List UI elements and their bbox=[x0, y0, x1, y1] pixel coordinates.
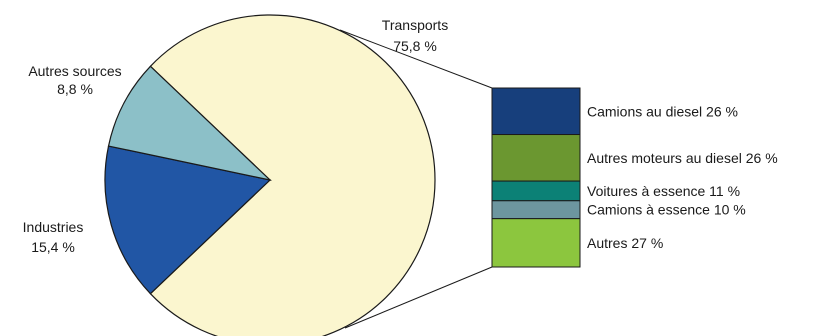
bar-segment-camions-au-diesel bbox=[491, 87, 581, 136]
bar-segment-autres-moteurs-au-diesel bbox=[491, 134, 581, 182]
bar-segment-label-autres: Autres 27 % bbox=[587, 235, 663, 251]
bar-segment-autres bbox=[491, 218, 581, 268]
pie-slice-transports bbox=[149, 14, 436, 336]
slice-label-autres-sources: Autres sources bbox=[28, 63, 121, 79]
slice-value-transports: 75,8 % bbox=[393, 38, 437, 54]
bar-segment-voitures-a-essence bbox=[491, 180, 581, 202]
pie-slice-autres-sources bbox=[107, 65, 272, 182]
bar-segment-label-camions-au-diesel: Camions au diesel 26 % bbox=[587, 103, 738, 119]
slice-value-autres-sources: 8,8 % bbox=[57, 81, 93, 97]
pie-slice-industries bbox=[104, 145, 272, 295]
slice-value-industries: 15,4 % bbox=[31, 239, 75, 255]
bar-segment-camions-a-essence bbox=[491, 200, 581, 220]
bar-segment-label-voitures-a-essence: Voitures à essence 11 % bbox=[587, 183, 740, 199]
slice-label-industries: Industries bbox=[23, 219, 84, 235]
connector-line-bottom bbox=[344, 266, 493, 329]
bar-segment-label-autres-moteurs-au-diesel: Autres moteurs au diesel 26 % bbox=[587, 150, 778, 166]
bar-segment-label-camions-a-essence: Camions à essence 10 % bbox=[587, 202, 746, 218]
connector-line-top bbox=[339, 29, 493, 89]
slice-label-transports: Transports bbox=[382, 17, 448, 33]
